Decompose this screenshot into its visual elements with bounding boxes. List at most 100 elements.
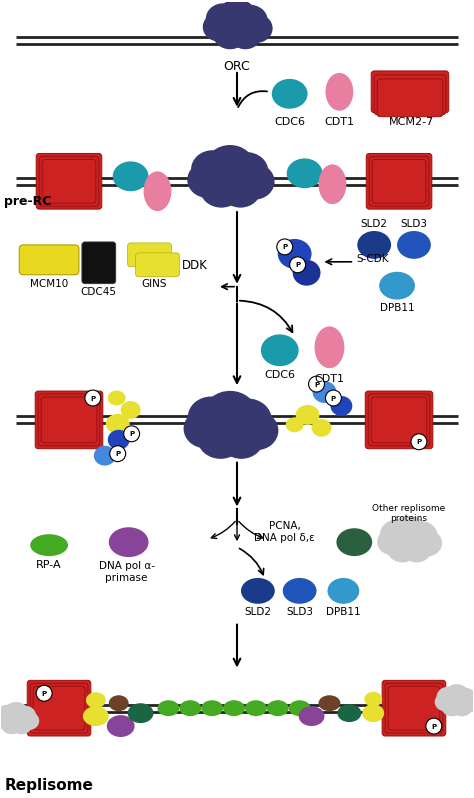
Ellipse shape	[397, 231, 431, 259]
Text: DNA pol α-
primase: DNA pol α- primase	[99, 561, 155, 583]
Ellipse shape	[379, 272, 415, 299]
Ellipse shape	[86, 693, 106, 708]
Text: P: P	[431, 724, 437, 729]
Ellipse shape	[391, 516, 427, 547]
Text: CDC6: CDC6	[264, 370, 295, 380]
Ellipse shape	[362, 704, 384, 722]
Ellipse shape	[11, 714, 32, 734]
Ellipse shape	[296, 405, 319, 425]
Ellipse shape	[377, 528, 407, 555]
Ellipse shape	[223, 152, 268, 190]
Text: P: P	[282, 244, 287, 251]
Ellipse shape	[4, 702, 29, 724]
Ellipse shape	[219, 417, 264, 459]
FancyBboxPatch shape	[33, 686, 85, 730]
Ellipse shape	[206, 145, 255, 187]
Circle shape	[277, 239, 292, 255]
Ellipse shape	[144, 172, 172, 211]
Ellipse shape	[198, 403, 255, 454]
Ellipse shape	[83, 706, 109, 726]
Text: P: P	[90, 396, 95, 401]
Ellipse shape	[289, 700, 310, 716]
Text: SLD3: SLD3	[286, 606, 313, 617]
Text: P: P	[295, 263, 300, 268]
Ellipse shape	[234, 164, 274, 200]
Circle shape	[309, 376, 325, 392]
Text: ORC: ORC	[224, 60, 250, 73]
Ellipse shape	[206, 3, 240, 34]
Ellipse shape	[107, 715, 135, 737]
Ellipse shape	[183, 409, 228, 448]
Text: MCM10: MCM10	[30, 279, 68, 289]
Ellipse shape	[319, 695, 340, 711]
FancyBboxPatch shape	[27, 681, 91, 736]
Text: P: P	[416, 439, 421, 445]
Ellipse shape	[453, 688, 474, 707]
Ellipse shape	[197, 417, 244, 459]
Ellipse shape	[330, 396, 352, 416]
FancyBboxPatch shape	[128, 243, 172, 267]
FancyBboxPatch shape	[35, 391, 103, 448]
Text: MCM2-7: MCM2-7	[389, 117, 435, 127]
Ellipse shape	[311, 419, 331, 437]
Ellipse shape	[201, 156, 253, 203]
Ellipse shape	[157, 700, 179, 716]
Ellipse shape	[223, 700, 245, 716]
Text: SLD2: SLD2	[361, 219, 388, 229]
Ellipse shape	[191, 150, 234, 188]
Ellipse shape	[286, 417, 304, 433]
Circle shape	[36, 685, 52, 701]
Circle shape	[426, 718, 442, 734]
Text: P: P	[129, 431, 134, 437]
Text: Replisome: Replisome	[4, 778, 93, 793]
Ellipse shape	[241, 578, 275, 604]
Ellipse shape	[441, 689, 468, 714]
Ellipse shape	[109, 527, 148, 557]
Text: DDK: DDK	[182, 259, 208, 272]
Circle shape	[85, 390, 101, 406]
FancyBboxPatch shape	[388, 686, 440, 730]
Ellipse shape	[401, 534, 432, 563]
Ellipse shape	[299, 706, 325, 726]
Ellipse shape	[272, 79, 308, 109]
Ellipse shape	[412, 530, 442, 556]
Ellipse shape	[283, 578, 317, 604]
Text: P: P	[115, 451, 120, 457]
Ellipse shape	[128, 703, 154, 723]
FancyBboxPatch shape	[368, 394, 430, 446]
Text: CDT1: CDT1	[314, 374, 345, 384]
Ellipse shape	[435, 693, 456, 711]
Text: P: P	[42, 691, 47, 697]
Ellipse shape	[267, 700, 289, 716]
FancyBboxPatch shape	[371, 71, 449, 113]
Ellipse shape	[364, 692, 382, 707]
Ellipse shape	[13, 705, 36, 725]
Circle shape	[110, 446, 126, 461]
Ellipse shape	[337, 704, 361, 722]
Circle shape	[326, 390, 341, 406]
Text: P: P	[314, 381, 319, 388]
Circle shape	[124, 426, 139, 442]
FancyBboxPatch shape	[136, 253, 179, 277]
FancyBboxPatch shape	[365, 391, 433, 448]
Text: PCNA,
DNA pol δ,ε: PCNA, DNA pol δ,ε	[255, 521, 315, 543]
FancyBboxPatch shape	[374, 75, 446, 115]
Ellipse shape	[287, 159, 322, 188]
FancyBboxPatch shape	[39, 156, 99, 206]
Circle shape	[411, 434, 427, 450]
Ellipse shape	[121, 401, 141, 419]
Ellipse shape	[328, 578, 359, 604]
FancyBboxPatch shape	[371, 397, 427, 443]
Ellipse shape	[1, 714, 23, 734]
Ellipse shape	[278, 239, 311, 269]
Ellipse shape	[240, 14, 273, 43]
FancyBboxPatch shape	[382, 681, 446, 736]
FancyBboxPatch shape	[19, 245, 79, 275]
Text: GINS: GINS	[142, 279, 167, 289]
Ellipse shape	[109, 695, 128, 711]
Ellipse shape	[444, 684, 469, 705]
Ellipse shape	[451, 697, 473, 717]
Text: P: P	[331, 396, 336, 401]
Text: DPB11: DPB11	[380, 302, 414, 313]
Text: pre-RC: pre-RC	[4, 195, 52, 207]
